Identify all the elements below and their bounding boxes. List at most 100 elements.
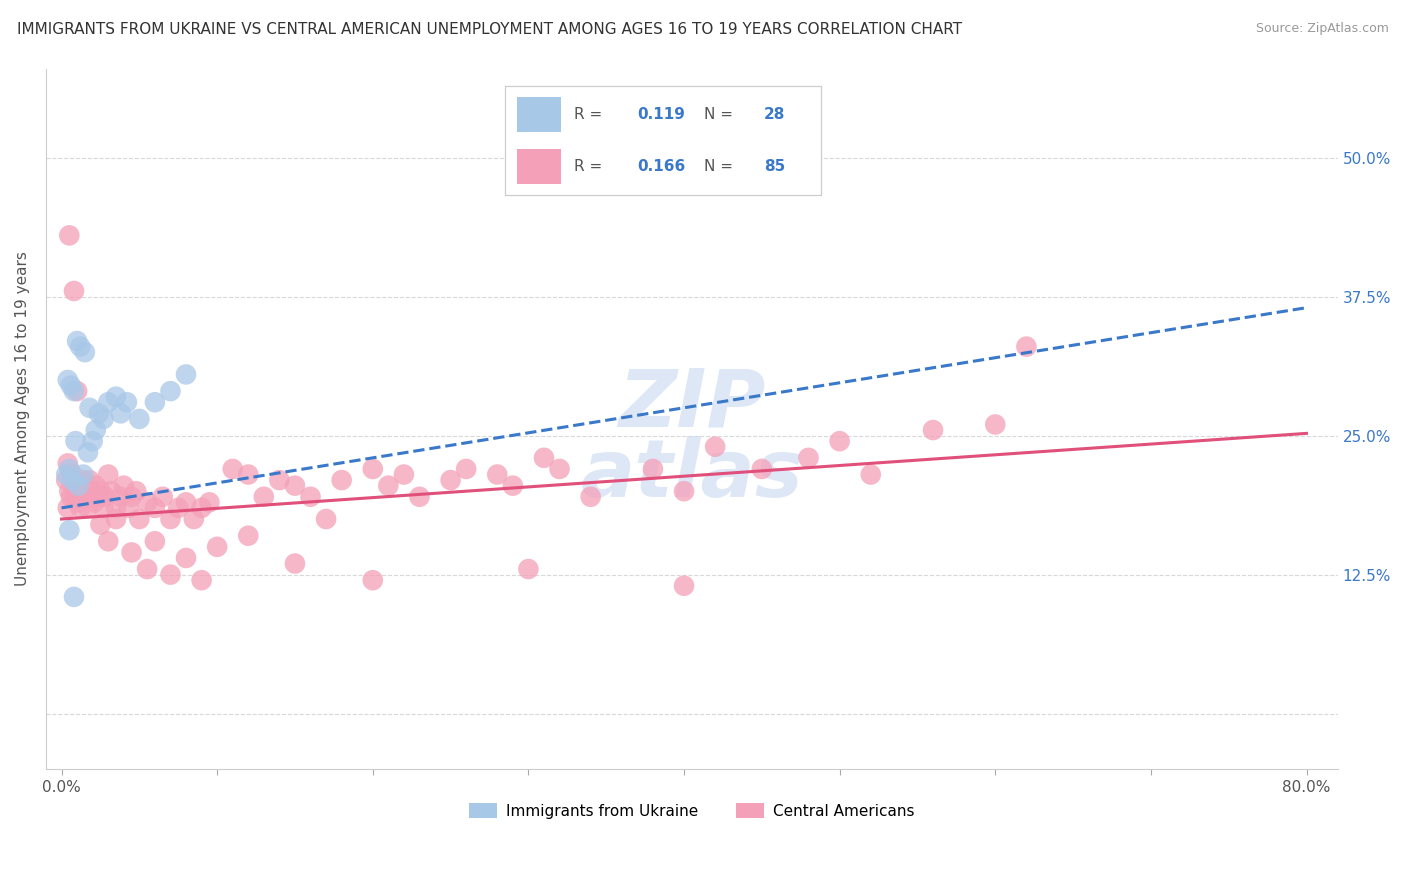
Text: Source: ZipAtlas.com: Source: ZipAtlas.com	[1256, 22, 1389, 36]
Point	[66, 384, 89, 398]
Point	[190, 573, 212, 587]
Point	[70, 490, 93, 504]
Point	[89, 484, 111, 499]
Point	[56, 457, 79, 471]
Point	[56, 373, 79, 387]
Point	[82, 484, 104, 499]
Point	[72, 467, 94, 482]
Point	[152, 490, 174, 504]
Point	[408, 490, 430, 504]
Point	[93, 500, 115, 515]
Point	[66, 334, 89, 348]
Point	[486, 467, 509, 482]
Point	[89, 517, 111, 532]
Point	[77, 500, 100, 515]
Point	[79, 401, 101, 415]
Point	[751, 462, 773, 476]
Point	[673, 484, 696, 499]
Point	[87, 406, 110, 420]
Point	[105, 500, 128, 515]
Point	[859, 467, 882, 482]
Point	[159, 384, 181, 398]
Point	[83, 495, 105, 509]
Point	[284, 478, 307, 492]
Point	[456, 462, 478, 476]
Legend: Immigrants from Ukraine, Central Americans: Immigrants from Ukraine, Central America…	[463, 797, 921, 825]
Text: IMMIGRANTS FROM UKRAINE VS CENTRAL AMERICAN UNEMPLOYMENT AMONG AGES 16 TO 19 YEA: IMMIGRANTS FROM UKRAINE VS CENTRAL AMERI…	[17, 22, 962, 37]
Point	[94, 490, 117, 504]
Text: ZIP: ZIP	[619, 366, 765, 444]
Point	[361, 573, 384, 587]
Point	[136, 495, 159, 509]
Point	[190, 500, 212, 515]
Point	[62, 473, 84, 487]
Point	[315, 512, 337, 526]
Point	[58, 462, 80, 476]
Point	[62, 467, 84, 482]
Point	[59, 490, 82, 504]
Point	[63, 490, 86, 504]
Point	[253, 490, 276, 504]
Point	[548, 462, 571, 476]
Point	[72, 473, 94, 487]
Point	[159, 512, 181, 526]
Y-axis label: Unemployment Among Ages 16 to 19 years: Unemployment Among Ages 16 to 19 years	[15, 252, 30, 586]
Point	[579, 490, 602, 504]
Point	[183, 512, 205, 526]
Point	[67, 478, 90, 492]
Point	[75, 490, 97, 504]
Point	[361, 462, 384, 476]
Point	[143, 500, 166, 515]
Point	[69, 340, 91, 354]
Point	[55, 473, 77, 487]
Point	[143, 395, 166, 409]
Point	[828, 434, 851, 449]
Point	[79, 473, 101, 487]
Point	[222, 462, 245, 476]
Point	[87, 490, 110, 504]
Point	[159, 567, 181, 582]
Point	[377, 478, 399, 492]
Point	[330, 473, 353, 487]
Point	[238, 529, 260, 543]
Point	[533, 450, 555, 465]
Point	[984, 417, 1007, 432]
Point	[105, 512, 128, 526]
Point	[69, 500, 91, 515]
Point	[269, 473, 291, 487]
Point	[77, 445, 100, 459]
Point	[97, 467, 120, 482]
Point	[121, 490, 143, 504]
Point	[641, 462, 664, 476]
Point	[517, 562, 540, 576]
Point	[128, 512, 150, 526]
Point	[63, 284, 86, 298]
Point	[63, 590, 86, 604]
Point	[80, 490, 103, 504]
Point	[174, 551, 197, 566]
Point	[115, 395, 138, 409]
Point	[65, 434, 87, 449]
Point	[58, 484, 80, 499]
Point	[392, 467, 415, 482]
Point	[704, 440, 727, 454]
Point	[673, 579, 696, 593]
Point	[1015, 340, 1038, 354]
Point	[439, 473, 461, 487]
Point	[100, 484, 122, 499]
Point	[110, 406, 132, 420]
Point	[174, 368, 197, 382]
Point	[284, 557, 307, 571]
Point	[82, 434, 104, 449]
Point	[56, 500, 79, 515]
Point	[58, 523, 80, 537]
Point	[125, 484, 148, 499]
Point	[65, 478, 87, 492]
Point	[73, 345, 96, 359]
Point	[66, 484, 89, 499]
Point	[97, 395, 120, 409]
Point	[63, 384, 86, 398]
Point	[143, 534, 166, 549]
Point	[198, 495, 221, 509]
Point	[110, 490, 132, 504]
